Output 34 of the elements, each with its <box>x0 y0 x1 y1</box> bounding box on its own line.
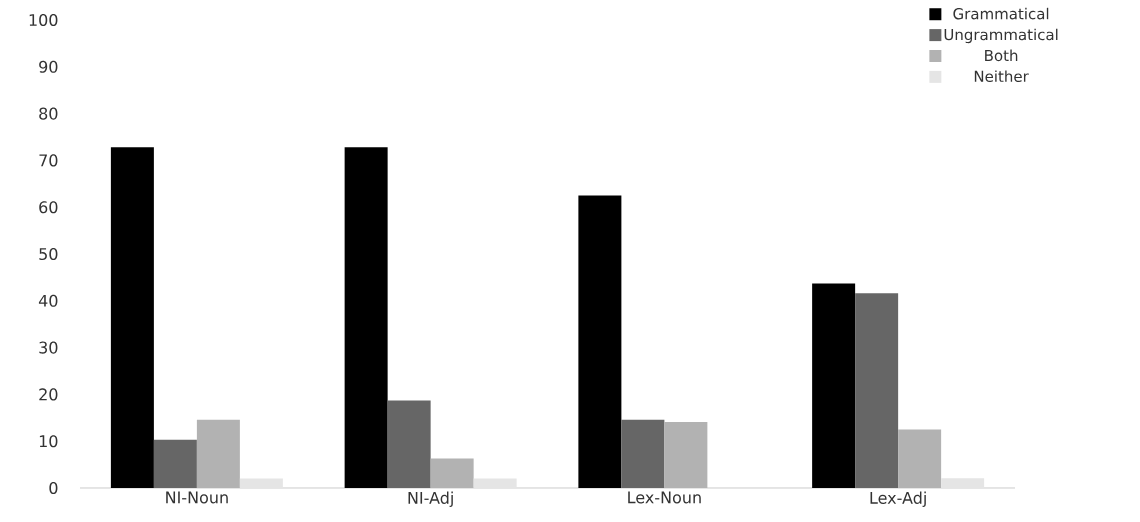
bar <box>430 458 474 488</box>
bar <box>387 400 431 488</box>
y-tick-label: 60 <box>39 201 58 214</box>
bar <box>898 429 942 488</box>
x-tick-label: NI-Noun <box>166 491 228 504</box>
y-tick-label: 50 <box>39 247 58 261</box>
y-tick-label: 100 <box>29 13 58 27</box>
bar <box>473 478 517 488</box>
legend-label: Grammatical <box>953 7 1049 20</box>
bar <box>621 419 665 488</box>
legend-label: Neither <box>974 70 1029 83</box>
y-tick-label: 30 <box>39 341 58 354</box>
y-tick-label: 80 <box>39 107 58 120</box>
bar <box>344 147 388 488</box>
y-tick-label: 90 <box>39 60 58 73</box>
y-tick-label: 70 <box>39 154 58 167</box>
bar <box>153 439 197 488</box>
legend-label: Ungrammatical <box>944 28 1058 44</box>
y-tick-label: 40 <box>38 294 58 307</box>
bar <box>664 422 708 488</box>
x-tick-label: NI-Adj <box>408 491 453 507</box>
bar <box>812 283 856 488</box>
y-tick-label: 20 <box>39 388 58 401</box>
y-tick-label: 0 <box>49 481 58 495</box>
x-tick-label: Lex-Adj <box>870 491 926 507</box>
bar <box>110 147 154 488</box>
bar <box>855 293 899 488</box>
y-tick-label: 10 <box>39 435 58 448</box>
bar <box>239 478 283 488</box>
bar <box>941 478 985 488</box>
bar <box>578 195 622 488</box>
text: Both <box>985 49 1018 62</box>
x-tick-label: Lex-Noun <box>628 491 701 504</box>
bar <box>196 419 240 488</box>
